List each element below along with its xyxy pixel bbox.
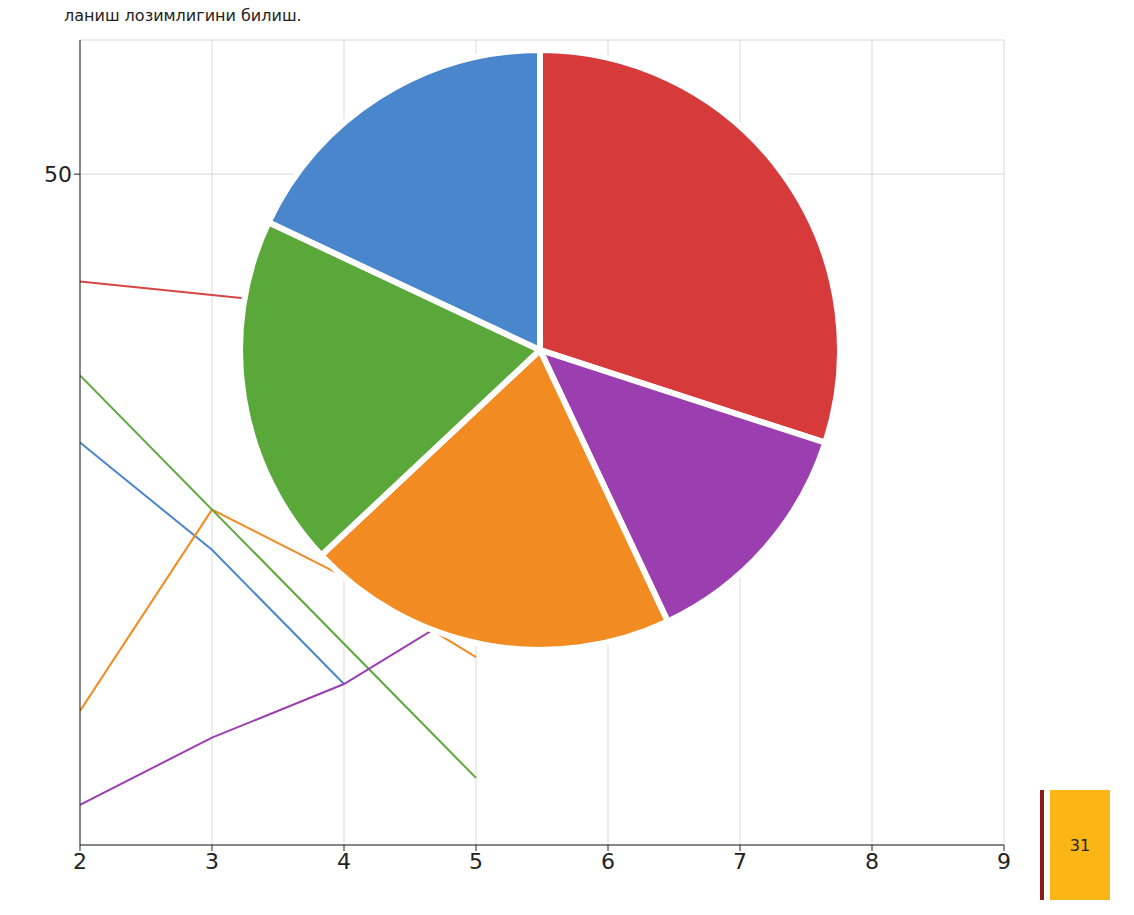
svg-text:4: 4 — [337, 849, 351, 874]
svg-text:5: 5 — [469, 849, 483, 874]
svg-text:9: 9 — [997, 849, 1011, 874]
svg-text:50: 50 — [44, 162, 72, 187]
svg-text:3: 3 — [205, 849, 219, 874]
svg-text:7: 7 — [733, 849, 747, 874]
html-text:31: 31 — [1069, 835, 1091, 855]
svg-text:2: 2 — [73, 849, 87, 874]
html-text:ланиш лозимлигини билиш.: ланиш лозимлигини билиш. — [64, 6, 302, 25]
svg-text:8: 8 — [865, 849, 879, 874]
svg-text:6: 6 — [601, 849, 615, 874]
